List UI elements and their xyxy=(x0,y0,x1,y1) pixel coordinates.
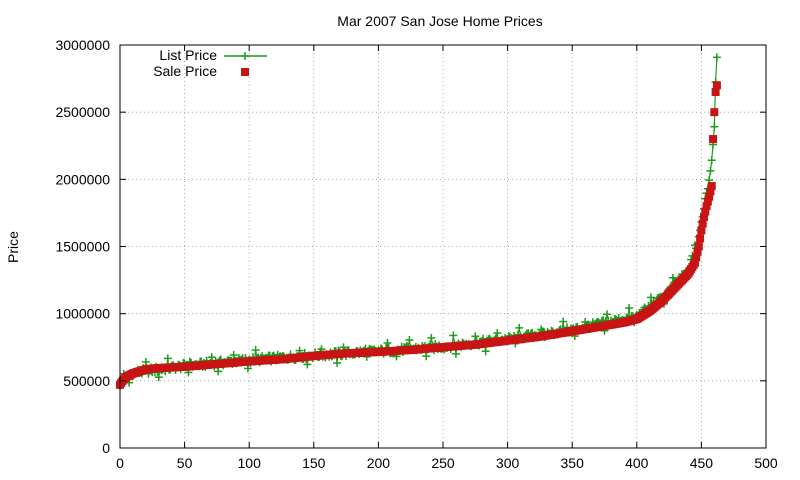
sale-price-point xyxy=(705,192,714,201)
chart-title: Mar 2007 San Jose Home Prices xyxy=(337,13,542,29)
x-tick-label: 200 xyxy=(367,455,391,471)
list-price-point xyxy=(251,346,260,355)
list-price-point xyxy=(449,331,458,340)
sale-price-point xyxy=(690,258,699,267)
list-price-point xyxy=(712,53,721,62)
x-tick-label: 300 xyxy=(496,455,520,471)
list-price-point xyxy=(603,310,612,319)
list-price-point xyxy=(647,293,656,302)
list-price-point xyxy=(515,323,524,332)
sale-price-point xyxy=(703,197,712,206)
sale-price-point xyxy=(697,226,706,235)
list-price-point xyxy=(154,373,163,382)
axis-ticks: 0 50 100 150 200 250 300 350 400 450 500 0 500000 100… xyxy=(55,37,777,471)
x-tick-label: 400 xyxy=(625,455,649,471)
list-price-point xyxy=(707,156,716,165)
list-price-point xyxy=(207,353,216,362)
y-tick-label: 0 xyxy=(102,440,110,456)
sale-price-point xyxy=(707,182,716,191)
sale-price-point xyxy=(702,202,711,211)
list-price-point xyxy=(303,360,312,369)
sale-price-point xyxy=(712,81,721,90)
list-price-point xyxy=(214,367,223,376)
sale-price-point xyxy=(696,234,705,243)
x-tick-label: 150 xyxy=(302,455,326,471)
y-axis-label: Price xyxy=(5,231,21,263)
sale-price-point xyxy=(710,108,719,117)
sale-price-point xyxy=(701,207,710,216)
y-tick-label: 500000 xyxy=(63,373,110,389)
sale-price-point xyxy=(711,88,720,97)
sale-price-point xyxy=(692,253,701,262)
x-tick-label: 250 xyxy=(431,455,455,471)
list-price-point xyxy=(229,351,238,360)
x-tick-label: 500 xyxy=(754,455,778,471)
sale-price-point xyxy=(706,187,715,196)
list-price-point xyxy=(559,317,568,326)
list-price-point xyxy=(706,166,715,175)
sale-price-point xyxy=(693,247,702,256)
list-price-point xyxy=(383,338,392,347)
y-tick-label: 2500000 xyxy=(55,104,110,120)
list-price-point xyxy=(668,273,677,282)
list-price-point xyxy=(422,352,431,361)
legend-label-sale-price: Sale Price xyxy=(153,63,217,79)
list-price-point xyxy=(471,332,480,341)
list-price-point xyxy=(451,349,460,358)
x-tick-label: 50 xyxy=(177,455,193,471)
sale-price-point xyxy=(694,242,703,251)
list-price-point xyxy=(427,333,436,342)
list-price-point xyxy=(481,347,490,356)
x-tick-label: 350 xyxy=(561,455,585,471)
list-price-point xyxy=(141,357,150,366)
list-price-point xyxy=(405,336,414,345)
list-price-point xyxy=(333,359,342,368)
legend-label-list-price: List Price xyxy=(159,47,217,63)
x-tick-label: 450 xyxy=(690,455,714,471)
sale-price-point xyxy=(698,219,707,228)
y-tick-label: 2000000 xyxy=(55,171,110,187)
legend-marker-sale-price xyxy=(241,68,249,76)
list-price-point xyxy=(493,328,502,337)
sale-price-point xyxy=(709,135,718,144)
list-price-point xyxy=(625,304,634,313)
list-price-point xyxy=(710,122,719,131)
y-tick-label: 1000000 xyxy=(55,306,110,322)
y-tick-label: 1500000 xyxy=(55,239,110,255)
x-tick-label: 0 xyxy=(116,455,124,471)
sale-price-point xyxy=(699,212,708,221)
x-tick-label: 100 xyxy=(238,455,262,471)
y-tick-label: 3000000 xyxy=(55,37,110,53)
list-price-point xyxy=(163,354,172,363)
